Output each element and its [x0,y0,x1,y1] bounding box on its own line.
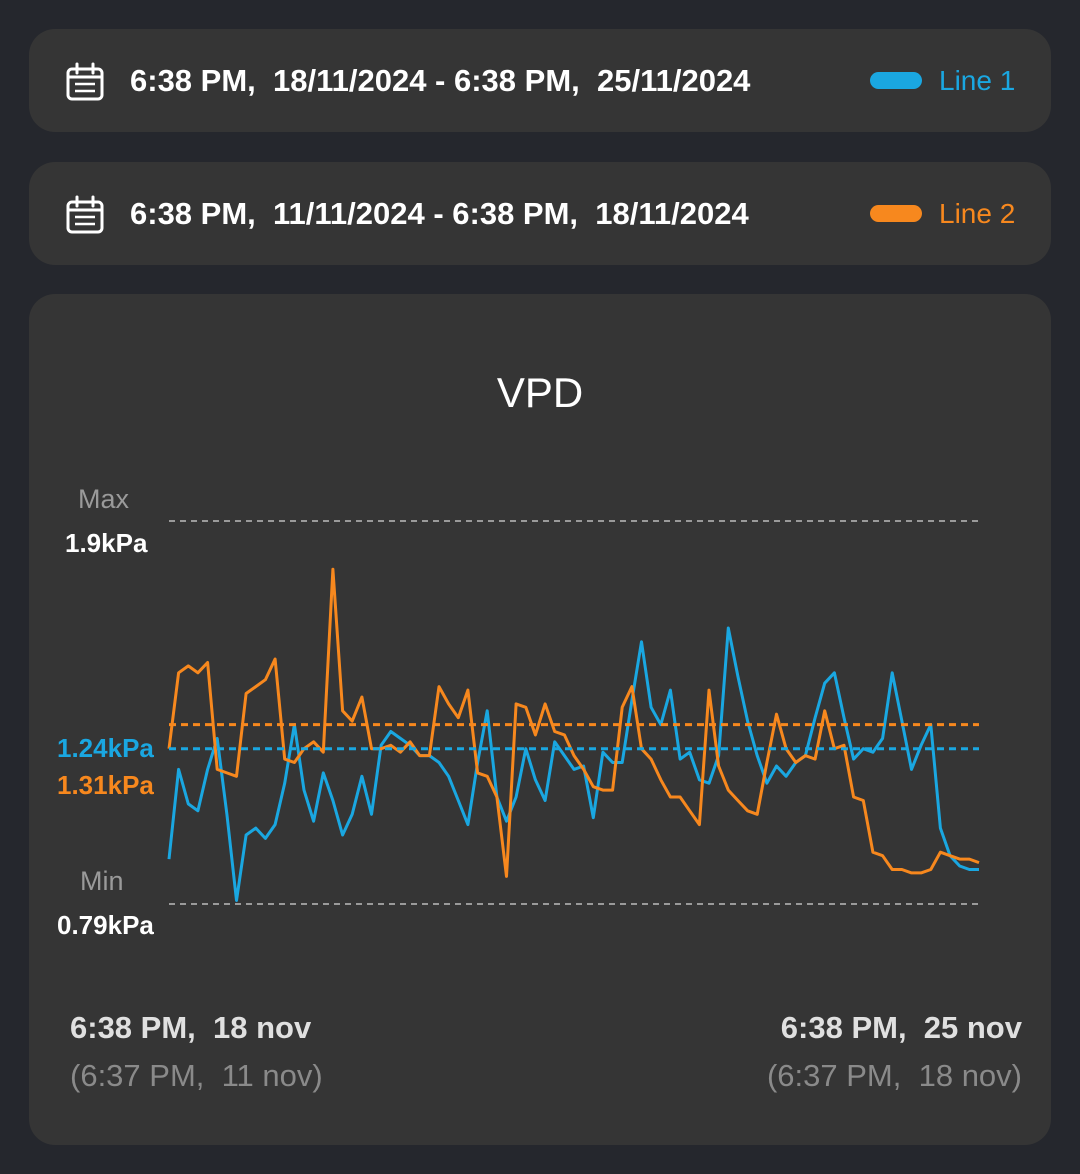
max-caption: Max [78,484,130,514]
legend-swatch-line-1 [870,72,922,89]
max-value: 1.9kPa [65,528,148,558]
date-range-card-2[interactable]: 6:38 PM, 11/11/2024 - 6:38 PM, 18/11/202… [29,162,1051,265]
date-range-text: 6:38 PM, 11/11/2024 - 6:38 PM, 18/11/202… [130,196,749,231]
legend-label-line-2: Line 2 [939,198,1016,229]
series-line-1 [167,626,979,902]
average-value-line-1: 1.24kPa [57,733,154,763]
x-end-label: 6:38 PM, 25 nov [780,1010,1022,1045]
x-end-compare-label: (6:37 PM, 18 nov) [766,1058,1022,1093]
calendar-icon [66,62,104,101]
min-caption: Min [80,866,124,896]
average-value-line-2: 1.31kPa [57,770,154,800]
date-range-card-1[interactable]: 6:38 PM, 18/11/2024 - 6:38 PM, 25/11/202… [29,29,1051,132]
x-start-compare-label: (6:37 PM, 11 nov) [70,1058,323,1093]
legend-label-line-1: Line 1 [939,65,1016,96]
chart-card: VPD Max 1.9kPa 1.24kPa 1.31kPa Min 0.79k… [29,294,1051,1145]
chart-title: VPD [496,369,584,416]
x-start-label: 6:38 PM, 18 nov [70,1010,312,1045]
date-range-text: 6:38 PM, 18/11/2024 - 6:38 PM, 25/11/202… [130,63,751,98]
legend-swatch-line-2 [870,205,922,222]
vpd-plot [167,520,980,905]
calendar-icon [66,195,104,234]
min-value: 0.79kPa [57,910,154,940]
series-line-2 [167,567,980,878]
